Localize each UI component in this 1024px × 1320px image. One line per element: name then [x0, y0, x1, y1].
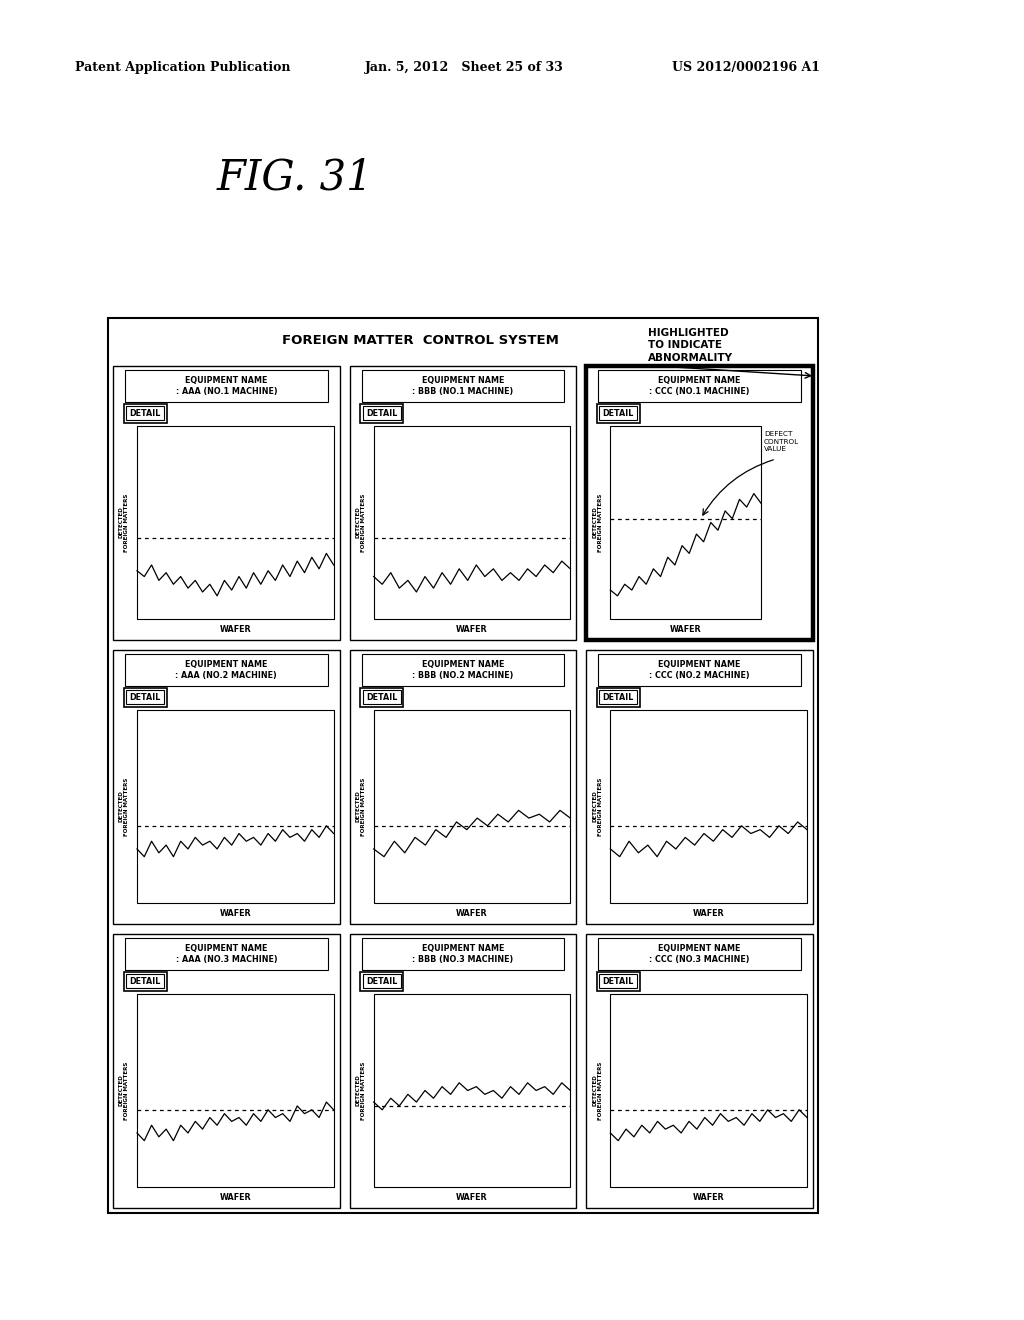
Bar — [124, 688, 167, 706]
Text: DEFECT
CONTROL
VALUE: DEFECT CONTROL VALUE — [764, 432, 799, 451]
Text: WAFER: WAFER — [456, 908, 487, 917]
Bar — [137, 994, 334, 1187]
Bar — [113, 935, 340, 1208]
Text: DETECTED
FOREIGN MATTERS: DETECTED FOREIGN MATTERS — [119, 777, 129, 836]
Text: DETAIL: DETAIL — [603, 977, 634, 986]
Bar — [597, 688, 640, 706]
Text: FIG. 31: FIG. 31 — [217, 157, 374, 199]
Text: DETAIL: DETAIL — [129, 977, 161, 986]
Bar — [113, 649, 340, 924]
Bar — [587, 935, 813, 1208]
Text: DETECTED
FOREIGN MATTERS: DETECTED FOREIGN MATTERS — [355, 777, 366, 836]
Text: WAFER: WAFER — [456, 1192, 487, 1201]
Bar — [361, 370, 564, 403]
Bar — [587, 366, 813, 640]
Bar — [360, 688, 403, 706]
Text: FOREIGN MATTER  CONTROL SYSTEM: FOREIGN MATTER CONTROL SYSTEM — [282, 334, 559, 346]
Text: WAFER: WAFER — [670, 624, 701, 634]
Text: HIGHLIGHTED
TO INDICATE
ABNORMALITY: HIGHLIGHTED TO INDICATE ABNORMALITY — [647, 327, 732, 363]
Text: WAFER: WAFER — [693, 908, 724, 917]
Text: DETECTED
FOREIGN MATTERS: DETECTED FOREIGN MATTERS — [355, 1061, 366, 1119]
Text: DETAIL: DETAIL — [129, 408, 161, 417]
Bar — [597, 972, 640, 990]
Text: Patent Application Publication: Patent Application Publication — [75, 62, 291, 74]
Text: WAFER: WAFER — [456, 624, 487, 634]
Bar — [598, 939, 801, 970]
Bar — [362, 690, 400, 704]
Bar — [360, 404, 403, 422]
Text: DETECTED
FOREIGN MATTERS: DETECTED FOREIGN MATTERS — [119, 1061, 129, 1119]
Bar — [349, 935, 577, 1208]
Bar — [374, 710, 570, 903]
Bar — [599, 407, 637, 420]
Text: DETAIL: DETAIL — [366, 977, 397, 986]
Text: DETAIL: DETAIL — [366, 693, 397, 701]
Bar — [598, 370, 801, 403]
Bar — [360, 972, 403, 990]
Bar — [125, 653, 328, 686]
Bar — [124, 404, 167, 422]
Text: DETAIL: DETAIL — [129, 693, 161, 701]
Bar — [108, 318, 818, 1213]
Text: DETECTED
FOREIGN MATTERS: DETECTED FOREIGN MATTERS — [592, 494, 602, 552]
Text: EQUIPMENT NAME
: CCC (NO.3 MACHINE): EQUIPMENT NAME : CCC (NO.3 MACHINE) — [649, 944, 750, 964]
Text: EQUIPMENT NAME
: AAA (NO.2 MACHINE): EQUIPMENT NAME : AAA (NO.2 MACHINE) — [175, 660, 278, 680]
Bar — [610, 710, 807, 903]
Text: WAFER: WAFER — [219, 1192, 251, 1201]
Bar — [599, 974, 637, 987]
Bar — [125, 370, 328, 403]
Text: EQUIPMENT NAME
: AAA (NO.1 MACHINE): EQUIPMENT NAME : AAA (NO.1 MACHINE) — [175, 376, 278, 396]
Text: DETECTED
FOREIGN MATTERS: DETECTED FOREIGN MATTERS — [355, 494, 366, 552]
Text: WAFER: WAFER — [219, 908, 251, 917]
Text: EQUIPMENT NAME
: CCC (NO.1 MACHINE): EQUIPMENT NAME : CCC (NO.1 MACHINE) — [649, 376, 750, 396]
Bar — [126, 690, 164, 704]
Bar — [125, 939, 328, 970]
Bar — [126, 974, 164, 987]
Text: WAFER: WAFER — [693, 1192, 724, 1201]
Bar — [374, 426, 570, 619]
Text: EQUIPMENT NAME
: AAA (NO.3 MACHINE): EQUIPMENT NAME : AAA (NO.3 MACHINE) — [175, 944, 278, 964]
Text: EQUIPMENT NAME
: CCC (NO.2 MACHINE): EQUIPMENT NAME : CCC (NO.2 MACHINE) — [649, 660, 750, 680]
Bar — [113, 366, 340, 640]
Text: US 2012/0002196 A1: US 2012/0002196 A1 — [672, 62, 820, 74]
Text: DETECTED
FOREIGN MATTERS: DETECTED FOREIGN MATTERS — [592, 1061, 602, 1119]
Bar — [362, 407, 400, 420]
Bar — [610, 426, 761, 619]
Bar — [137, 710, 334, 903]
Text: DETAIL: DETAIL — [366, 408, 397, 417]
Bar — [599, 690, 637, 704]
Text: EQUIPMENT NAME
: BBB (NO.3 MACHINE): EQUIPMENT NAME : BBB (NO.3 MACHINE) — [413, 944, 514, 964]
Text: DETECTED
FOREIGN MATTERS: DETECTED FOREIGN MATTERS — [592, 777, 602, 836]
Bar — [374, 994, 570, 1187]
Bar — [349, 649, 577, 924]
Bar — [349, 366, 577, 640]
Bar — [610, 994, 807, 1187]
Bar — [137, 426, 334, 619]
Text: DETAIL: DETAIL — [603, 408, 634, 417]
Text: EQUIPMENT NAME
: BBB (NO.1 MACHINE): EQUIPMENT NAME : BBB (NO.1 MACHINE) — [413, 376, 514, 396]
Text: EQUIPMENT NAME
: BBB (NO.2 MACHINE): EQUIPMENT NAME : BBB (NO.2 MACHINE) — [413, 660, 514, 680]
Text: DETAIL: DETAIL — [603, 693, 634, 701]
Bar — [126, 407, 164, 420]
Text: WAFER: WAFER — [219, 624, 251, 634]
Bar — [124, 972, 167, 990]
Bar — [361, 653, 564, 686]
Bar — [597, 404, 640, 422]
Bar — [587, 649, 813, 924]
Text: Jan. 5, 2012   Sheet 25 of 33: Jan. 5, 2012 Sheet 25 of 33 — [365, 62, 564, 74]
Text: DETECTED
FOREIGN MATTERS: DETECTED FOREIGN MATTERS — [119, 494, 129, 552]
Bar — [362, 974, 400, 987]
Bar — [361, 939, 564, 970]
Bar — [598, 653, 801, 686]
